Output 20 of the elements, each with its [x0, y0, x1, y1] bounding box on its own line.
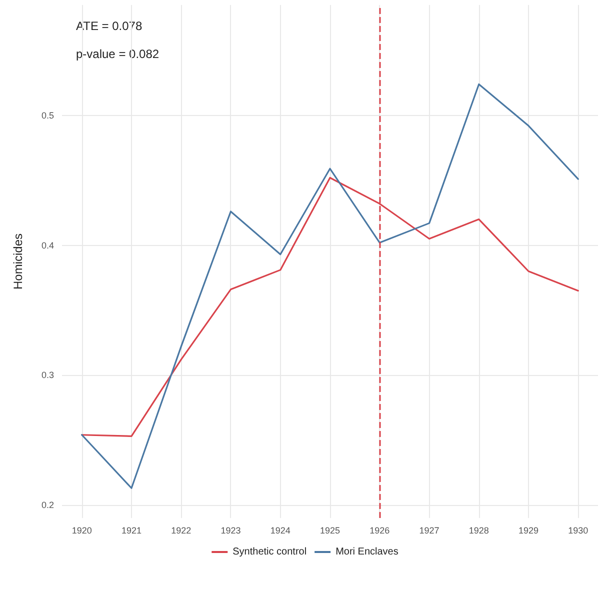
y-tick-label: 0.4 [41, 240, 54, 250]
x-tick-label: 1925 [320, 526, 340, 536]
x-tick-label: 1927 [419, 526, 440, 536]
x-tick-label: 1926 [370, 526, 390, 536]
y-tick-label: 0.5 [41, 110, 54, 120]
x-tick-label: 1920 [72, 526, 92, 536]
annotation: p-value = 0.082 [76, 47, 160, 61]
legend-label: Mori Enclaves [336, 546, 398, 558]
x-tick-label: 1930 [568, 526, 588, 536]
y-tick-label: 0.2 [41, 500, 54, 510]
y-axis-title: Homicides [11, 233, 25, 290]
line-series [81, 83, 579, 489]
y-tick-label: 0.3 [41, 370, 54, 380]
x-tick-label: 1922 [171, 526, 192, 536]
legend-label: Synthetic control [232, 546, 307, 558]
x-tick-label: 1923 [220, 526, 241, 536]
x-tick-label: 1929 [518, 526, 539, 536]
x-tick-label: 1928 [468, 526, 489, 536]
x-tick-label: 1924 [270, 526, 290, 536]
x-tick-label: 1921 [121, 526, 142, 536]
